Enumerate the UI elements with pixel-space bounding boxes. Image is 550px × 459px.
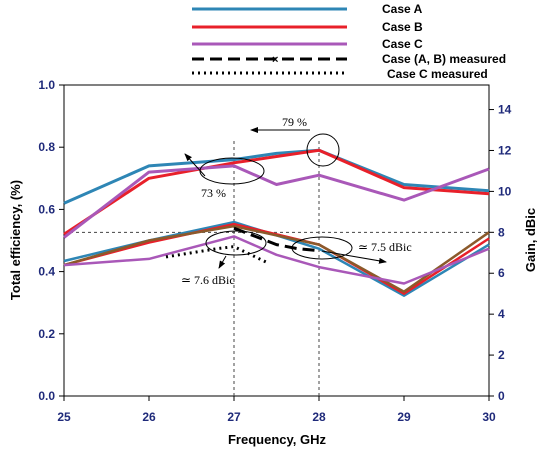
annotation-79: 79 %: [282, 115, 307, 129]
legend-item-case-c: Case C: [192, 37, 423, 51]
annotations: 79 % 73 % ≃ 7.6 dBic ≃ 7.5 dBic: [181, 115, 412, 287]
y-right-tick-label: 10: [498, 184, 512, 198]
gain-line-case-c: [63, 235, 490, 285]
y-right-tick-label: 8: [498, 225, 505, 239]
annotation-73: 73 %: [201, 186, 226, 200]
y-left-tick-label: 0.2: [38, 327, 55, 341]
efficiency-line-case-b: [63, 148, 490, 236]
legend-label-case-b: Case B: [382, 20, 423, 34]
annotation-circle-79: [306, 133, 340, 167]
annotation-arrow-gain-27: [218, 255, 227, 269]
x-tick-label: 28: [312, 410, 326, 424]
y-left-tick-label: 0.0: [38, 389, 55, 403]
x-tick-label: 29: [397, 410, 411, 424]
y-right-tick-label: 2: [498, 348, 505, 362]
gain-line-gain-b-alt: [63, 224, 490, 293]
legend-item-ab-measured: × Case (A, B) measured: [192, 52, 506, 66]
x-tick-label: 27: [227, 410, 241, 424]
x-tick-label: 25: [57, 410, 71, 424]
y-axis-left-title: Total efficiency, (%): [8, 180, 23, 300]
efficiency-line-case-c: [63, 164, 490, 239]
annotation-arrow-gain-28: [321, 250, 387, 264]
y-left-tick-label: 0.4: [38, 265, 55, 279]
annotation-ellipse-gain-27: [205, 230, 267, 256]
annotation-gain-27: ≃ 7.6 dBic: [181, 273, 235, 287]
axes: 25 26 27 28 29 30 0.0 0.2 0.4 0.6 0.8 1.0 0 2 4 6 8 10 12 1…: [38, 78, 511, 424]
x-tick-label: 30: [482, 410, 496, 424]
reference-lines: [64, 140, 489, 396]
legend-label-ab-measured: Case (A, B) measured: [382, 52, 506, 66]
y-right-tick-label: 4: [498, 307, 505, 321]
legend-label-case-a: Case A: [382, 2, 423, 16]
legend-item-case-a: Case A: [192, 2, 423, 16]
y-left-tick-label: 0.8: [38, 140, 55, 154]
y-right-tick-label: 12: [498, 143, 512, 157]
x-tick-label: 26: [142, 410, 156, 424]
y-right-tick-label: 0: [498, 389, 505, 403]
chart-legend: Case A Case B Case C × Case (A, B) measu…: [192, 2, 506, 81]
efficiency-line-case-a: [63, 148, 490, 205]
legend-item-c-measured: Case C measured: [192, 67, 488, 81]
y-left-tick-label: 0.6: [38, 202, 55, 216]
legend-label-c-measured: Case C measured: [387, 67, 488, 81]
annotation-ellipse-gain-28: [291, 236, 353, 260]
annotation-gain-28: ≃ 7.5 dBic: [358, 240, 412, 254]
series-group: [63, 148, 490, 297]
plot-area: [63, 84, 490, 397]
legend-label-case-c: Case C: [382, 37, 423, 51]
measured-line-c-measured: [165, 245, 269, 265]
y-right-tick-label: 14: [498, 103, 512, 117]
legend-item-case-b: Case B: [192, 20, 423, 34]
y-left-tick-label: 1.0: [38, 78, 55, 92]
legend-swatch-ab-measured-marker: ×: [272, 54, 278, 66]
annotation-arrow-73: [184, 153, 206, 177]
x-axis-title: Frequency, GHz: [228, 432, 327, 447]
measured-line-ab-measured: [233, 226, 320, 253]
y-right-tick-label: 6: [498, 266, 505, 280]
y-axis-right-title: Gain, dBic: [523, 208, 538, 272]
